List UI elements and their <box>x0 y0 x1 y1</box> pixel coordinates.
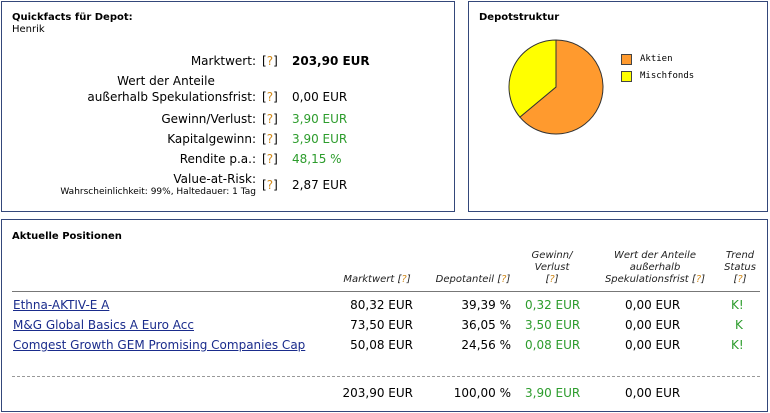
position-marktwert: 73,50 EUR <box>350 318 413 332</box>
position-anteil: 39,39 % <box>461 298 511 312</box>
quickfact-label: Kapitalgewinn: <box>167 132 256 146</box>
quickfacts-title: Quickfacts für Depot: <box>12 12 133 23</box>
pie-slice-mischfonds <box>508 39 557 118</box>
header-trend-status: Trend Status [?] <box>718 250 762 286</box>
quickfact-sublabel: Wahrscheinlichkeit: 99%, Haltedauer: 1 T… <box>60 187 256 197</box>
totals-divider <box>12 376 760 377</box>
position-gewinn: 0,32 EUR <box>525 298 581 312</box>
depotstruktur-title: Depotstruktur <box>479 12 560 23</box>
position-anteil: 24,56 % <box>461 338 511 352</box>
quickfact-label: Rendite p.a.: <box>179 152 256 166</box>
help-link[interactable]: [?] <box>497 274 511 285</box>
help-link[interactable]: [?] <box>691 274 706 285</box>
quickfact-row-wert-anteile: Wert der Anteile außerhalb Spekulationsf… <box>2 74 452 108</box>
header-depotanteil: Depotanteil [?] <box>435 274 511 285</box>
legend-swatch-mischfonds <box>621 71 632 82</box>
depot-owner: Henrik <box>12 24 45 35</box>
quickfact-value: 203,90 EUR <box>292 54 370 68</box>
positions-panel: Aktuelle Positionen Marktwert [?] Depota… <box>1 219 768 412</box>
quickfact-value: 0,00 EUR <box>292 90 348 104</box>
position-gewinn: 3,50 EUR <box>525 318 581 332</box>
header-marktwert: Marktwert [?] <box>343 274 411 285</box>
quickfact-value: 2,87 EUR <box>292 178 348 192</box>
total-gewinn: 3,90 EUR <box>525 386 581 400</box>
quickfact-label: Value-at-Risk: <box>173 172 256 186</box>
total-marktwert: 203,90 EUR <box>342 386 413 400</box>
help-link[interactable]: [?] <box>262 54 278 68</box>
header-divider <box>12 291 760 292</box>
position-trend: K <box>735 318 743 332</box>
help-link[interactable]: [?] <box>262 152 278 166</box>
quickfact-label-line1: Wert der Anteile <box>117 74 215 88</box>
depot-pie-chart <box>508 39 604 135</box>
quickfact-label-line2: außerhalb Spekulationsfrist: <box>87 90 256 104</box>
legend-label-mischfonds: Mischfonds <box>640 71 695 81</box>
position-trend: K! <box>731 298 744 312</box>
positions-title: Aktuelle Positionen <box>12 231 122 242</box>
quickfact-value: 3,90 EUR <box>292 112 348 126</box>
quickfact-row-marktwert: Marktwert: [?] 203,90 EUR <box>2 54 452 74</box>
help-link[interactable]: [?] <box>262 132 278 146</box>
help-link[interactable]: [?] <box>545 274 559 285</box>
help-link[interactable]: [?] <box>397 274 411 285</box>
position-gewinn: 0,08 EUR <box>525 338 581 352</box>
legend-label-aktien: Aktien <box>640 54 673 64</box>
quickfact-row-gewinn: Gewinn/Verlust: [?] 3,90 EUR <box>2 112 452 132</box>
position-wert: 0,00 EUR <box>625 318 681 332</box>
position-marktwert: 80,32 EUR <box>350 298 413 312</box>
quickfact-row-kapitalgewinn: Kapitalgewinn: [?] 3,90 EUR <box>2 132 452 152</box>
total-anteil: 100,00 % <box>453 386 511 400</box>
position-name-link[interactable]: Ethna-AKTIV-E A <box>13 298 110 312</box>
header-wert-anteile: Wert der Anteile außerhalb Spekulationsf… <box>604 250 706 285</box>
quickfact-row-rendite: Rendite p.a.: [?] 48,15 % <box>2 152 452 172</box>
depotstruktur-panel: Depotstruktur Aktien Mischfonds <box>468 1 768 212</box>
legend-swatch-aktien <box>621 54 632 65</box>
quickfact-label: Gewinn/Verlust: <box>161 112 256 126</box>
position-marktwert: 50,08 EUR <box>350 338 413 352</box>
position-anteil: 36,05 % <box>461 318 511 332</box>
position-name-link[interactable]: M&G Global Basics A Euro Acc <box>13 318 194 332</box>
total-wert: 0,00 EUR <box>625 386 681 400</box>
quickfact-label: Marktwert: <box>190 54 256 68</box>
help-link[interactable]: [?] <box>262 178 278 192</box>
quickfact-value: 48,15 % <box>292 152 342 166</box>
pie-slice-aktien <box>519 39 604 135</box>
position-wert: 0,00 EUR <box>625 298 681 312</box>
quickfacts-panel: Quickfacts für Depot: Henrik Marktwert: … <box>1 1 455 212</box>
quickfact-value: 3,90 EUR <box>292 132 348 146</box>
help-link[interactable]: [?] <box>262 90 278 104</box>
help-link[interactable]: [?] <box>733 274 747 285</box>
header-gewinn: Gewinn/ Verlust [?] <box>517 250 587 286</box>
quickfact-row-var: Value-at-Risk: Wahrscheinlichkeit: 99%, … <box>2 172 452 202</box>
help-link[interactable]: [?] <box>262 112 278 126</box>
position-wert: 0,00 EUR <box>625 338 681 352</box>
position-trend: K! <box>731 338 744 352</box>
position-name-link[interactable]: Comgest Growth GEM Promising Companies C… <box>13 338 306 352</box>
